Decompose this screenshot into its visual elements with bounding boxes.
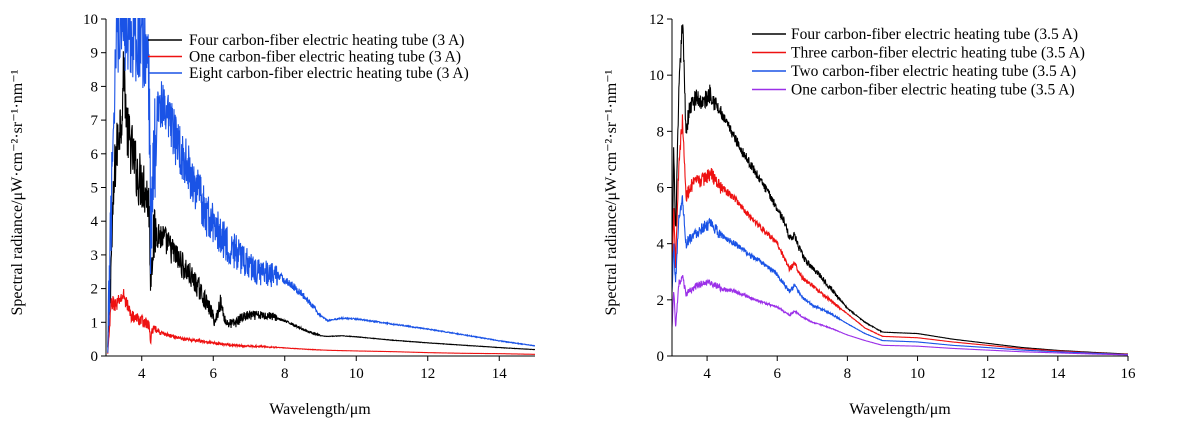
- y-tick-label: 0: [91, 349, 99, 365]
- y-tick-label: 8: [91, 79, 99, 95]
- y-tick-label: 5: [91, 181, 99, 197]
- y-tick-label: 6: [91, 147, 99, 163]
- legend-entry: Four carbon-fiber electric heating tube …: [189, 32, 464, 49]
- legend-entry: One carbon-fiber electric heating tube (…: [189, 49, 461, 66]
- y-tick-label: 7: [91, 113, 99, 129]
- y-tick-label: 2: [91, 282, 99, 298]
- series-line-2: [107, 288, 535, 355]
- series-line-1: [672, 24, 1128, 355]
- y-tick-label: 10: [649, 68, 664, 84]
- x-tick-label: 6: [210, 366, 218, 382]
- x-tick-label: 4: [138, 366, 146, 382]
- legend-entry: Four carbon-fiber electric heating tube …: [791, 26, 1078, 43]
- y-tick-label: 4: [657, 237, 665, 253]
- x-tick-label: 4: [703, 366, 711, 382]
- y-axis-label: Spectral radiance/μW·cm⁻²·sr⁻¹·nm⁻¹: [603, 69, 620, 315]
- x-tick-label: 10: [349, 366, 364, 382]
- x-tick-label: 16: [1121, 366, 1137, 382]
- legend-entry: Two carbon-fiber electric heating tube (…: [791, 63, 1076, 80]
- series-line-2: [672, 114, 1128, 355]
- legend-entry: Three carbon-fiber electric heating tube…: [791, 45, 1085, 62]
- y-tick-label: 0: [657, 349, 665, 365]
- y-tick-label: 6: [657, 181, 665, 197]
- series-line-1: [107, 51, 535, 351]
- y-axis-label: Spectral radiance/μW·cm⁻²·sr⁻¹·nm⁻¹: [9, 69, 26, 315]
- x-axis-label: Wavelength/μm: [849, 401, 951, 418]
- x-tick-label: 8: [844, 366, 852, 382]
- series-line-4: [672, 275, 1128, 356]
- y-tick-label: 1: [91, 315, 99, 331]
- y-tick-label: 9: [91, 46, 99, 62]
- y-tick-label: 10: [83, 12, 98, 28]
- legend-entry: One carbon-fiber electric heating tube (…: [791, 82, 1075, 99]
- x-tick-label: 12: [420, 366, 435, 382]
- x-axis-label: Wavelength/μm: [269, 401, 371, 418]
- legend-entry: Eight carbon-fiber electric heating tube…: [189, 65, 469, 82]
- y-tick-label: 4: [91, 214, 99, 230]
- series-line-3: [107, 18, 535, 353]
- y-tick-label: 2: [657, 293, 665, 309]
- chart-right: 0 2 4 6 8 10 12 4 6 8 10 12 14 16 Wavelength/μm Spectra…: [603, 12, 1136, 418]
- y-tick-label: 12: [649, 12, 664, 28]
- y-tick-label: 3: [91, 248, 99, 264]
- y-tick-label: 8: [657, 124, 665, 140]
- x-tick-label: 10: [910, 366, 925, 382]
- x-tick-label: 14: [1050, 366, 1066, 382]
- x-tick-label: 6: [773, 366, 781, 382]
- series-line-3: [672, 195, 1128, 356]
- x-tick-label: 8: [281, 366, 289, 382]
- x-tick-label: 12: [980, 366, 995, 382]
- x-tick-label: 14: [492, 366, 508, 382]
